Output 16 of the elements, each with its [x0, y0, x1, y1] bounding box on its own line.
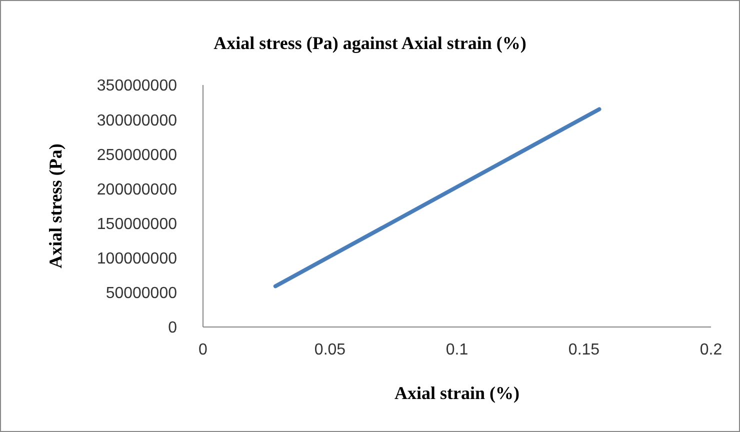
x-tick-label: 0.1	[446, 341, 468, 358]
y-tick-label: 300000000	[96, 112, 178, 130]
y-axis-title: Axial stress (Pa)	[46, 144, 66, 268]
y-tick-label: 50000000	[106, 285, 178, 302]
chart-title: Axial stress (Pa) against Axial strain (%)	[212, 33, 528, 54]
y-tick-label: 0	[168, 320, 178, 337]
y-tick-label: 250000000	[96, 146, 178, 164]
x-tick-label: 0.2	[700, 341, 722, 358]
x-tick-label: 0	[198, 341, 208, 358]
y-tick-label: 100000000	[96, 250, 178, 268]
x-axis-title: Axial strain (%)	[394, 383, 520, 404]
y-tick-label: 150000000	[96, 216, 178, 233]
y-tick-label: 350000000	[96, 78, 178, 95]
x-tick-label: 0.15	[568, 341, 600, 358]
y-tick-label: 200000000	[96, 181, 178, 198]
x-tick-label: 0.05	[314, 341, 346, 358]
